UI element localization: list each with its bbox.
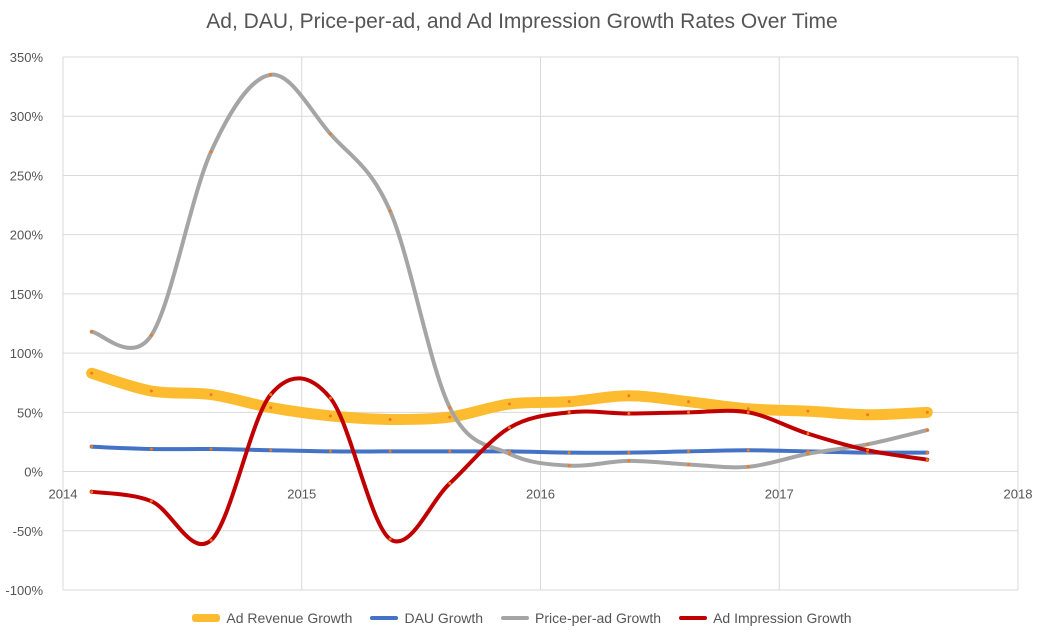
x-tick-label: 2015 [287,487,316,502]
y-tick-label: 150% [10,287,44,302]
y-tick-label: 50% [17,405,43,420]
data-point-dau-growth [149,447,153,451]
data-point-ad-revenue-growth [448,415,452,419]
data-point-price-per-ad-growth [806,452,810,456]
data-point-ad-revenue-growth [209,393,213,397]
data-point-price-per-ad-growth [866,442,870,446]
data-point-dau-growth [388,449,392,453]
data-point-ad-impression-growth [866,448,870,452]
legend-label: DAU Growth [404,610,484,626]
data-point-ad-revenue-growth [746,407,750,411]
series-line-ad-impression-growth [89,376,930,546]
legend: Ad Revenue Growth DAU Growth Price-per-ad … [0,610,1044,626]
legend-item-dau-growth: DAU Growth [370,610,483,626]
x-tick-label: 2016 [526,487,555,502]
data-point-ad-impression-growth [806,432,810,436]
chart-title: Ad, DAU, Price-per-ad, and Ad Impression… [206,10,838,33]
data-point-ad-impression-growth [687,410,691,414]
data-point-dau-growth [448,449,452,453]
legend-swatch [501,616,530,620]
data-point-ad-revenue-growth [925,410,929,414]
data-point-ad-revenue-growth [627,394,631,398]
data-point-ad-impression-growth [388,537,392,541]
data-point-price-per-ad-growth [328,132,332,136]
data-point-ad-revenue-growth [90,371,94,375]
x-tick-label: 2014 [49,487,78,502]
data-point-ad-revenue-growth [866,413,870,417]
data-point-ad-impression-growth [627,412,631,416]
data-point-ad-revenue-growth [507,402,511,406]
data-point-ad-impression-growth [925,458,929,462]
data-point-price-per-ad-growth [90,330,94,334]
data-point-ad-revenue-growth [806,409,810,413]
y-tick-label: 300% [10,109,44,124]
data-point-ad-impression-growth [90,490,94,494]
data-point-dau-growth [925,451,929,455]
y-tick-label: 200% [10,228,44,243]
legend-item-ad-impression-growth: Ad Impression Growth [679,610,852,626]
y-tick-label: 250% [10,168,44,183]
y-tick-label: -50% [13,524,44,539]
data-point-price-per-ad-growth [507,452,511,456]
legend-swatch [370,616,399,620]
data-point-price-per-ad-growth [209,150,213,154]
data-point-ad-impression-growth [149,499,153,503]
data-point-ad-impression-growth [746,410,750,414]
data-point-ad-revenue-growth [149,389,153,393]
legend-swatch [192,614,221,622]
data-point-ad-impression-growth [448,481,452,485]
data-point-price-per-ad-growth [448,406,452,410]
data-point-ad-impression-growth [507,426,511,430]
data-point-price-per-ad-growth [269,73,273,77]
y-tick-label: 350% [10,50,44,65]
data-point-price-per-ad-growth [746,465,750,469]
y-tick-label: 100% [10,346,44,361]
data-point-ad-revenue-growth [388,417,392,421]
legend-item-ad-revenue-growth: Ad Revenue Growth [192,610,352,626]
legend-label: Price-per-ad Growth [535,610,662,626]
data-point-ad-impression-growth [567,410,571,414]
data-point-ad-revenue-growth [328,414,332,418]
legend-label: Ad Revenue Growth [226,610,353,626]
legend-swatch [679,616,708,620]
y-tick-label: -100% [5,583,43,598]
data-point-ad-impression-growth [328,396,332,400]
legend-item-price-per-ad-growth: Price-per-ad Growth [501,610,661,626]
x-tick-label: 2018 [1004,487,1033,502]
data-point-price-per-ad-growth [388,209,392,213]
data-point-dau-growth [209,447,213,451]
data-point-dau-growth [627,451,631,455]
data-point-ad-impression-growth [209,538,213,542]
x-tick-label: 2017 [765,487,794,502]
data-point-dau-growth [746,448,750,452]
data-point-dau-growth [687,449,691,453]
data-point-price-per-ad-growth [567,464,571,468]
data-point-dau-growth [269,448,273,452]
data-point-price-per-ad-growth [627,459,631,463]
data-point-dau-growth [567,451,571,455]
data-point-ad-revenue-growth [687,400,691,404]
data-point-ad-revenue-growth [567,400,571,404]
data-point-price-per-ad-growth [925,428,929,432]
data-point-price-per-ad-growth [149,333,153,337]
data-point-price-per-ad-growth [687,462,691,466]
legend-label: Ad Impression Growth [713,610,852,626]
data-point-dau-growth [90,445,94,449]
y-tick-label: 0% [24,465,43,480]
data-point-ad-impression-growth [269,393,273,397]
data-point-dau-growth [328,449,332,453]
data-point-ad-revenue-growth [269,406,273,410]
